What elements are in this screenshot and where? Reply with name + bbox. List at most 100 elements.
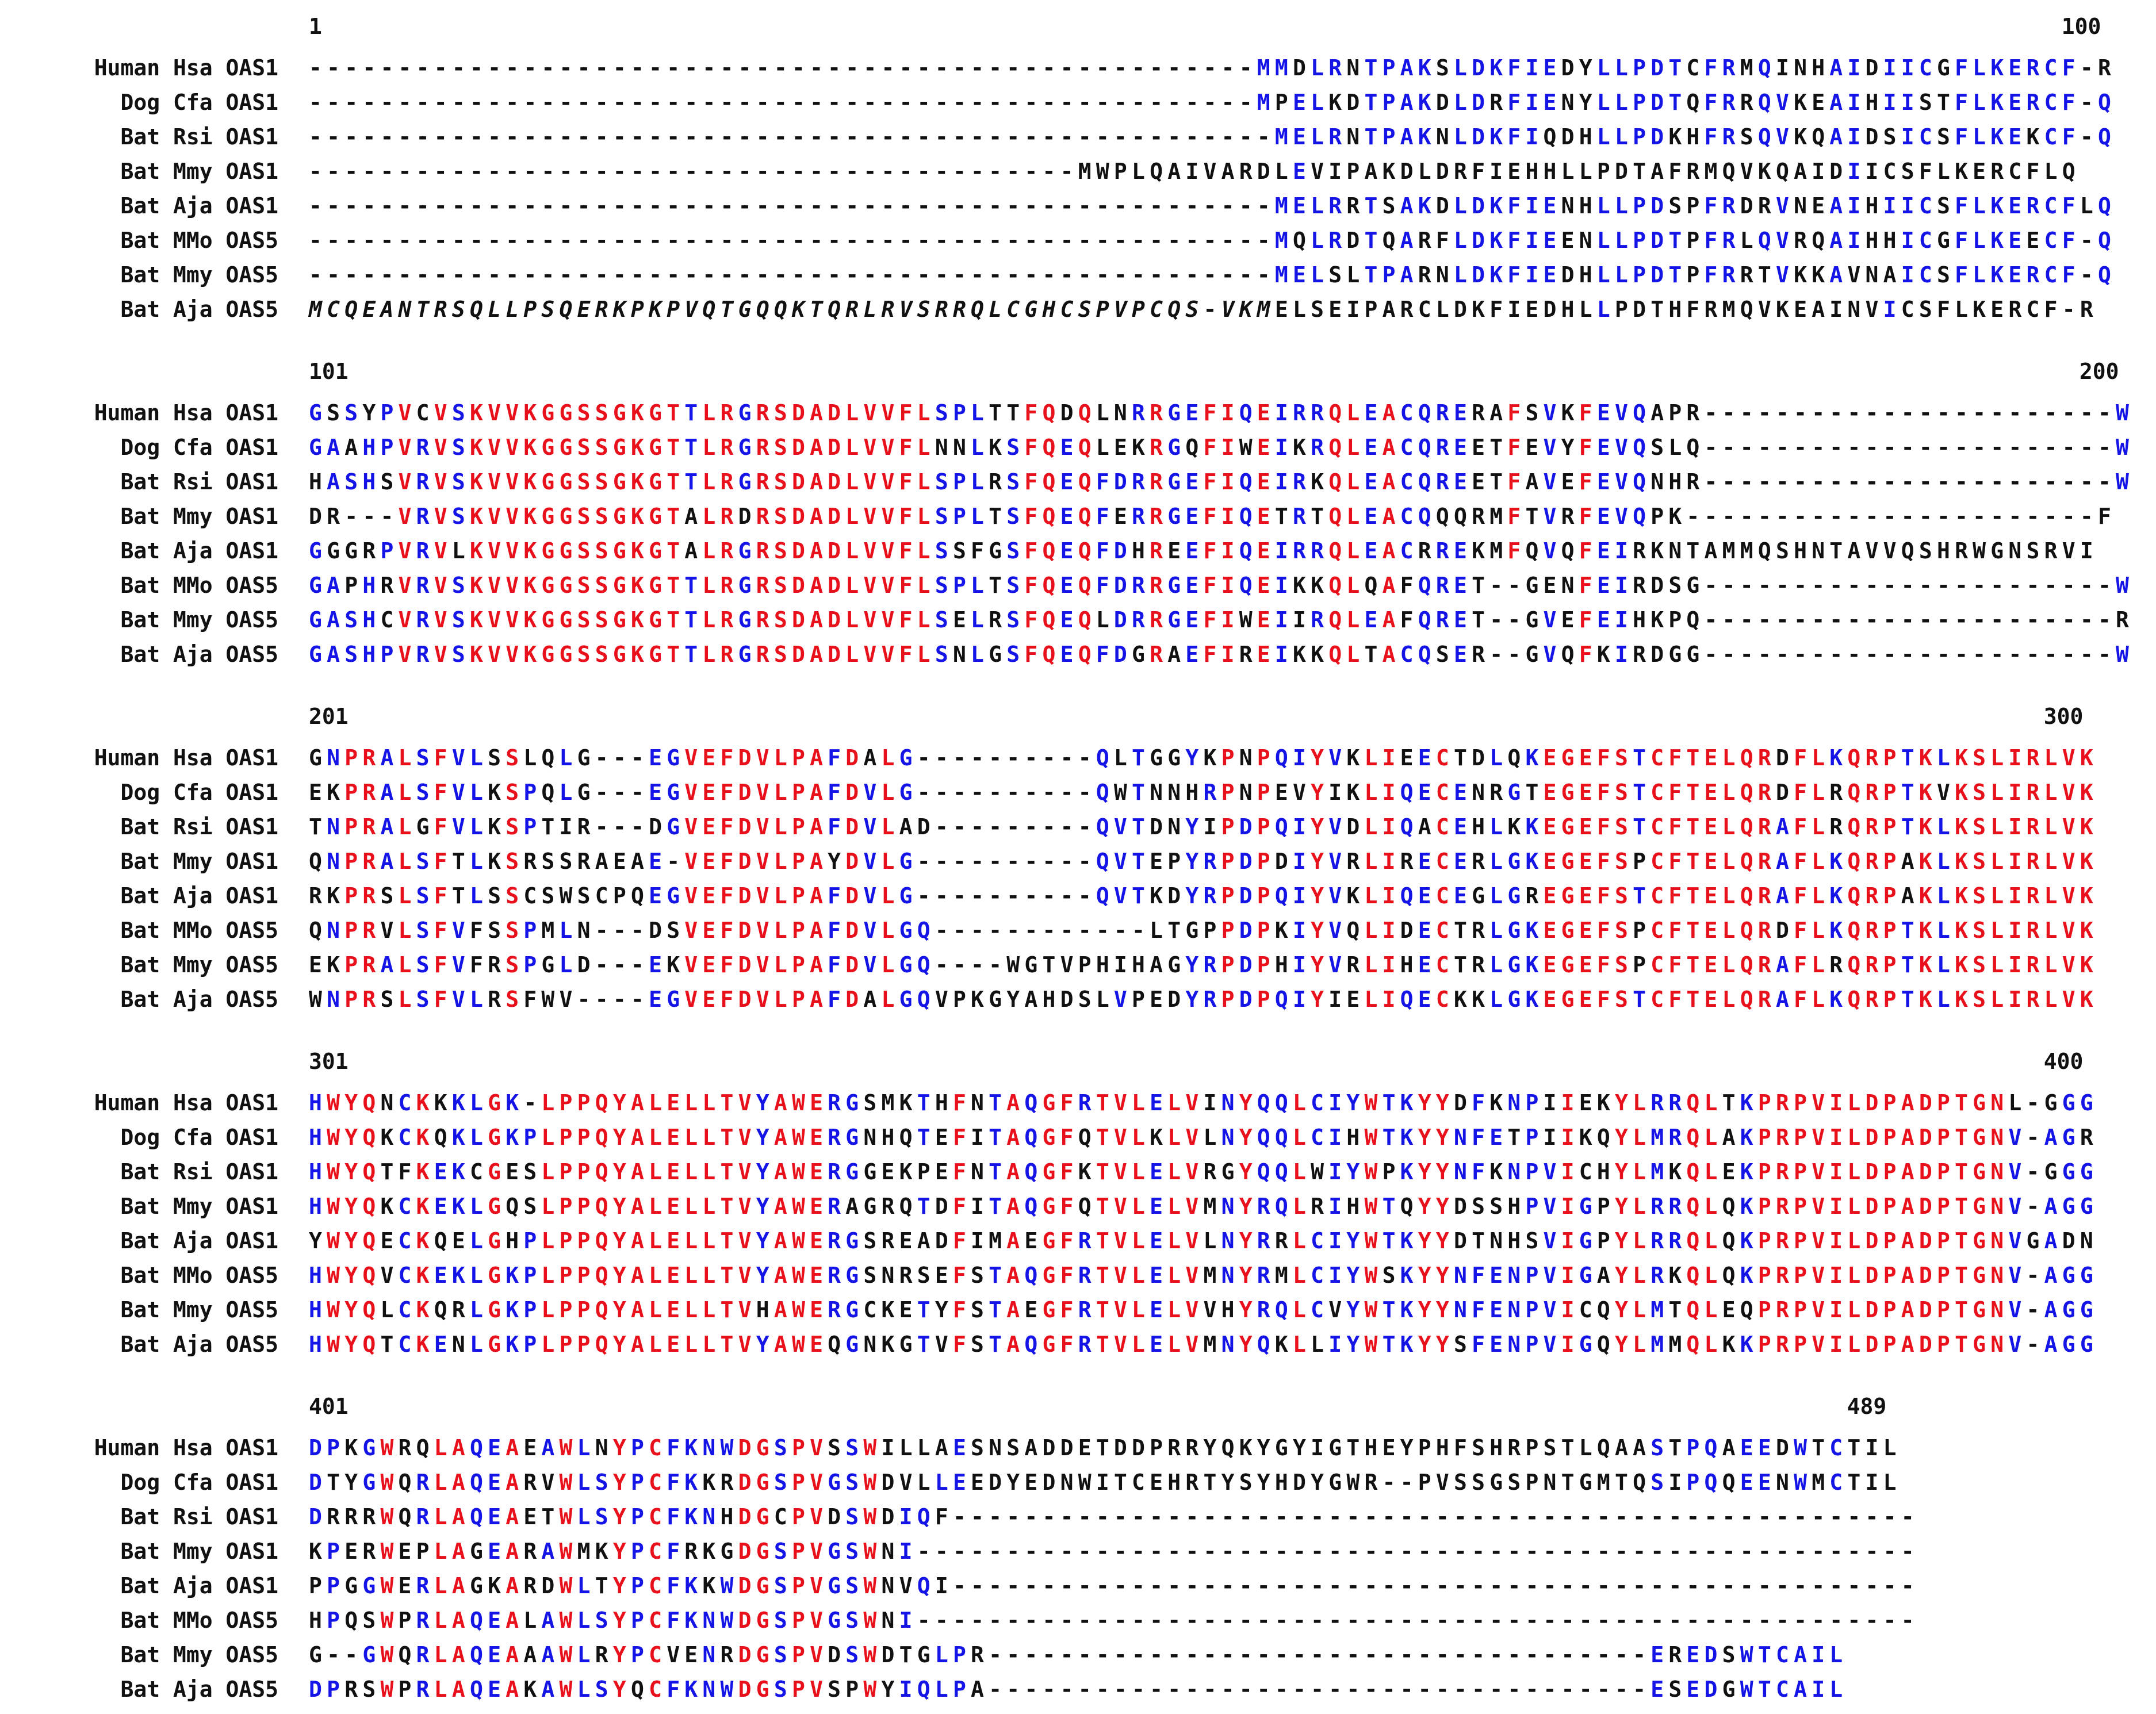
sequence-residues: HWYQKCKEKLGQSLPPQYALELLTVYAWERAGRQTDFITA… xyxy=(309,1194,2098,1219)
sequence-label: Bat Rsi OAS1 xyxy=(120,124,278,149)
alignment-row: Dog Cfa OAS1 DTYGWQRLAQEARVWLSYPCFKKRDGSP… xyxy=(0,1465,2156,1500)
alignment-row: Bat Aja OAS5 HWYQTCKENLGKPLPPQYALELLTVYAW… xyxy=(0,1327,2156,1362)
sequence-label: Bat Rsi OAS1 xyxy=(120,1159,278,1184)
sequence-residues: HWYQNCKKKLGK-LPPQYALELLTVYAWERGSMKTHFNTA… xyxy=(309,1090,2098,1115)
sequence-residues: HPQSWPRLAQEALAWLSYPCFKNWDGSPVGSWNI------… xyxy=(309,1608,1919,1633)
sequence-label: Bat Rsi OAS1 xyxy=(120,469,278,494)
sequence-residues: DTYGWQRLAQEARVWLSYPCFKKRDGSPVGSWDVLLEEDY… xyxy=(309,1470,1901,1495)
sequence-residues: GGGRPVRVLKVVKGGSSGKGTALRGRSDADLVVFLSSFGS… xyxy=(309,538,2098,563)
sequence-label: Human Hsa OAS1 xyxy=(94,1090,278,1115)
alignment-row: Bat Rsi OAS1 HASHSVRVSKVVKGGSSGKGTTLRGRSD… xyxy=(0,465,2156,499)
alignment-row: Human Hsa OAS1 GNPRALSFVLSSLQLG---EGVEFDV… xyxy=(0,741,2156,775)
sequence-residues: DRRRWQRLAQEAETWLSYPCFKNHDGCPVDSWDIQF----… xyxy=(309,1504,1919,1529)
sequence-residues: YWYQECKQELGHPLPPQYALELLTVYAWERGSREADFIMA… xyxy=(309,1228,2098,1253)
sequence-label: Bat MMo OAS5 xyxy=(120,1608,278,1633)
sequence-label: Bat MMo OAS5 xyxy=(120,1263,278,1288)
sequence-label: Bat Mmy OAS5 xyxy=(120,952,278,977)
sequence-label: Bat MMo OAS5 xyxy=(120,918,278,943)
alignment-row: Bat Aja OAS5 DPRSWPRLAQEAKAWLSYQCFKNWDGSP… xyxy=(0,1672,2156,1707)
sequence-label: Bat Mmy OAS1 xyxy=(120,1194,278,1219)
position-start-number: 401 xyxy=(309,1394,349,1419)
alignment-row: Dog Cfa OAS1 GAAHPVRVSKVVKGGSSGKGTTLRGRSD… xyxy=(0,430,2156,465)
alignment-row: Bat Aja OAS1 YWYQECKQELGHPLPPQYALELLTVYAW… xyxy=(0,1224,2156,1258)
sequence-residues: ----------------------------------------… xyxy=(309,55,2116,80)
sequence-residues: DPRSWPRLAQEAKAWLSYQCFKNWDGSPVSPWYIQLPA--… xyxy=(309,1677,1848,1702)
alignment-row: Bat Mmy OAS1 HWYQKCKEKLGQSLPPQYALELLTVYAW… xyxy=(0,1189,2156,1224)
alignment-row: Bat Mmy OAS5 ----------------------------… xyxy=(0,258,2156,292)
alignment-row: Bat Mmy OAS5 G--GWQRLAQEAAAWLRYPCVENRDGSP… xyxy=(0,1638,2156,1672)
sequence-label: Bat Mmy OAS5 xyxy=(120,1642,278,1667)
sequence-label: Bat Rsi OAS1 xyxy=(120,814,278,839)
sequence-label: Dog Cfa OAS1 xyxy=(120,90,278,115)
position-start-number: 101 xyxy=(309,359,349,384)
sequence-residues: ----------------------------------------… xyxy=(309,262,2116,287)
sequence-residues: GAAHPVRVSKVVKGGSSGKGTTLRGRSDADLVVFLNNLKS… xyxy=(309,435,2134,460)
alignment-row: Human Hsa OAS1 --------------------------… xyxy=(0,51,2156,85)
alignment-row: Bat MMo OAS5 HPQSWPRLAQEALAWLSYPCFKNWDGSP… xyxy=(0,1603,2156,1638)
sequence-residues: EKPRALSFVFRSPGLD---EKVEFDVLPAFDVLGQ----W… xyxy=(309,952,2098,977)
position-end-number: 400 xyxy=(2043,1049,2084,1074)
alignment-row: Bat MMo OAS5 HWYQVCKEKLGKPLPPQYALELLTVYAW… xyxy=(0,1258,2156,1293)
sequence-residues: RKPRSLSFTLSSCSWSCPQEGVEFDVLPAFDVLG------… xyxy=(309,883,2098,908)
sequence-residues: ----------------------------------------… xyxy=(309,90,2116,115)
alignment-row: Bat Mmy OAS1 QNPRALSFTLKSRSSRAEAE-VEFDVLP… xyxy=(0,844,2156,879)
sequence-label: Bat Aja OAS1 xyxy=(120,1228,278,1253)
alignment-row: Bat Mmy OAS1 ----------------------------… xyxy=(0,154,2156,189)
sequence-residues: HASHSVRVSKVVKGGSSGKGTTLRGRSDADLVVFLSPLRS… xyxy=(309,469,2134,494)
sequence-label: Dog Cfa OAS1 xyxy=(120,780,278,805)
position-start-number: 301 xyxy=(309,1049,349,1074)
alignment-row: Bat Rsi OAS1 HWYQTFKEKCGESLPPQYALELLTVYAW… xyxy=(0,1155,2156,1189)
position-start-number: 1 xyxy=(309,14,322,39)
alignment-row: Human Hsa OAS1 GSSYPVCVSKVVKGGSSGKGTTLRGR… xyxy=(0,396,2156,430)
sequence-residues: QNPRVLSFVFSSPMLN---DSVEFDVLPAFDVLGQ-----… xyxy=(309,918,2098,943)
sequence-label: Human Hsa OAS1 xyxy=(94,55,278,80)
sequence-label: Bat Aja OAS5 xyxy=(120,1677,278,1702)
alignment-row: Bat Aja OAS1 ----------------------------… xyxy=(0,189,2156,223)
alignment-row: Bat Mmy OAS5 HWYQLCKQRLGKPLPPQYALELLTVHAW… xyxy=(0,1293,2156,1327)
sequence-label: Dog Cfa OAS1 xyxy=(120,1125,278,1150)
sequence-label: Dog Cfa OAS1 xyxy=(120,435,278,460)
sequence-label: Human Hsa OAS1 xyxy=(94,1435,278,1460)
sequence-residues: WNPRSLSFVLRSFWV----EGVEFDVLPAFDALGQVPKGY… xyxy=(309,987,2098,1012)
sequence-residues: ----------------------------------------… xyxy=(309,193,2116,218)
sequence-residues: DPKGWRQLAQEAEAWLNYPCFKNWDGSPVSSWILLAESNS… xyxy=(309,1435,1901,1460)
sequence-residues: ----------------------------------------… xyxy=(309,124,2116,149)
position-end-number: 100 xyxy=(2061,14,2101,39)
sequence-residues: TNPRALGFVLKSPTIR---DGVEFDVLPAFDVLAD-----… xyxy=(309,814,2098,839)
alignment-row: Bat Aja OAS1 RKPRSLSFTLSSCSWSCPQEGVEFDVLP… xyxy=(0,879,2156,913)
sequence-label: Bat Aja OAS5 xyxy=(120,642,278,667)
position-end-number: 489 xyxy=(1847,1394,1887,1419)
sequence-residues: DR---VRVSKVVKGGSSGKGTALRDRSDADLVVFLSPLTS… xyxy=(309,504,2116,529)
alignment-row: Bat Rsi OAS1 ----------------------------… xyxy=(0,120,2156,154)
alignment-row: Bat Aja OAS1 PPGGWERLAGKARDWLTYPCFKKWDGSP… xyxy=(0,1569,2156,1603)
alignment-row: Bat Rsi OAS1 TNPRALGFVLKSPTIR---DGVEFDVLP… xyxy=(0,810,2156,844)
alignment-row: Bat MMo OAS5 QNPRVLSFVFSSPMLN---DSVEFDVLP… xyxy=(0,913,2156,948)
alignment-row: Bat Mmy OAS1 KPERWEPLAGEARAWMKYPCFRKGDGSP… xyxy=(0,1534,2156,1569)
sequence-residues: HWYQKCKQKLGKPLPPQYALELLTVYAWERGNHQTEFITA… xyxy=(309,1125,2098,1150)
sequence-label: Bat Aja OAS1 xyxy=(120,193,278,218)
sequence-residues: GAPHRVRVSKVVKGGSSGKGTTLRGRSDADLVVFLSPLTS… xyxy=(309,573,2134,598)
sequence-residues: KPERWEPLAGEARAWMKYPCFRKGDGSPVGSWNI------… xyxy=(309,1539,1919,1564)
sequence-label: Bat Aja OAS1 xyxy=(120,1573,278,1598)
sequence-label: Bat Aja OAS1 xyxy=(120,883,278,908)
sequence-residues: ----------------------------------------… xyxy=(309,159,2080,184)
sequence-label: Bat Mmy OAS5 xyxy=(120,607,278,632)
sequence-residues: G--GWQRLAQEAAAWLRYPCVENRDGSPVDSWDTGLPR--… xyxy=(309,1642,1848,1667)
alignment-row: Dog Cfa OAS1 EKPRALSFVLKSPQLG---EGVEFDVLP… xyxy=(0,775,2156,810)
sequence-label: Bat Mmy OAS1 xyxy=(120,159,278,184)
sequence-label: Human Hsa OAS1 xyxy=(94,400,278,425)
sequence-label: Bat Mmy OAS1 xyxy=(120,504,278,529)
alignment-row: Dog Cfa OAS1 HWYQKCKQKLGKPLPPQYALELLTVYAW… xyxy=(0,1120,2156,1155)
alignment-row: Bat Aja OAS5 WNPRSLSFVLRSFWV----EGVEFDVLP… xyxy=(0,982,2156,1017)
sequence-label: Bat Mmy OAS1 xyxy=(120,1539,278,1564)
position-end-number: 200 xyxy=(2079,359,2119,384)
alignment-row: Dog Cfa OAS1 ----------------------------… xyxy=(0,85,2156,120)
alignment-row: Bat Mmy OAS1 DR---VRVSKVVKGGSSGKGTALRDRSD… xyxy=(0,499,2156,534)
sequence-label: Bat Aja OAS5 xyxy=(120,1332,278,1357)
position-end-number: 300 xyxy=(2043,704,2084,729)
alignment-row: Bat Aja OAS5 MCQEANTRSQLLPSQERKPKPVQTGQQK… xyxy=(0,292,2156,327)
alignment-row: Human Hsa OAS1 HWYQNCKKKLGK-LPPQYALELLTVY… xyxy=(0,1086,2156,1120)
sequence-label: Human Hsa OAS1 xyxy=(94,745,278,770)
sequence-label: Bat Aja OAS5 xyxy=(120,987,278,1012)
sequence-residues: HWYQTFKEKCGESLPPQYALELLTVYAWERGGEKPEFNTA… xyxy=(309,1159,2098,1184)
